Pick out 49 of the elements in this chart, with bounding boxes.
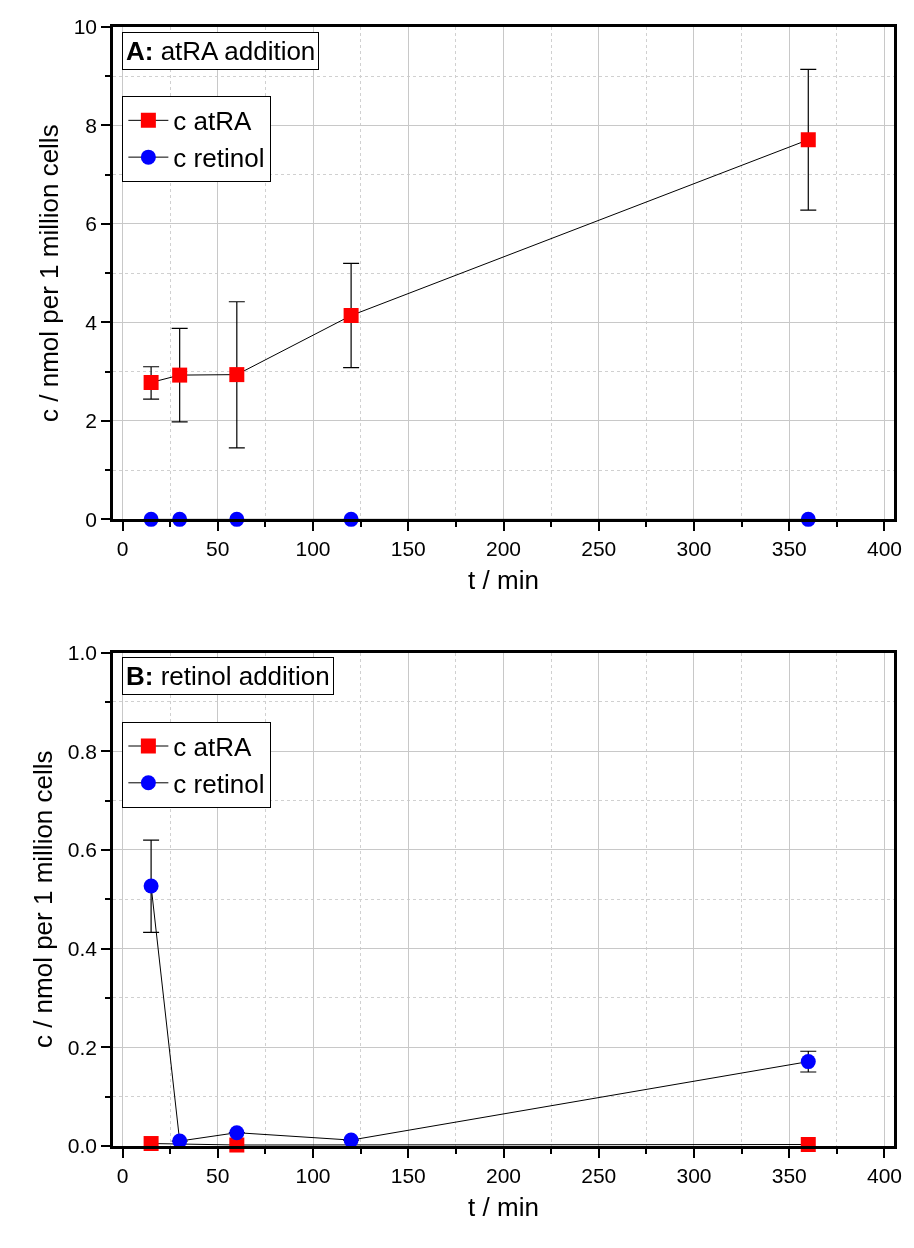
point (800, 1054, 816, 1070)
y-axis-title: c / nmol per 1 million cells (28, 750, 59, 1049)
point (143, 878, 159, 894)
chart-title: B: retinol addition (126, 661, 330, 691)
legend-label: c atRA (173, 732, 253, 763)
y-tick-label: 10 (73, 15, 98, 39)
x-tick-label: 300 (676, 537, 712, 561)
point (343, 308, 359, 324)
x-tick-label: 300 (676, 1163, 712, 1187)
x-tick-label: 350 (771, 1163, 807, 1187)
y-tick-label: 2 (85, 409, 98, 433)
x-tick-label: 0 (116, 537, 129, 561)
y-tick-label: 1.0 (67, 640, 98, 664)
y-tick-label: 8 (85, 113, 98, 137)
y-tick-label: 0.0 (67, 1134, 98, 1158)
x-tick-label: 200 (485, 1163, 522, 1187)
x-tick-label: 250 (581, 1163, 617, 1187)
point (229, 367, 245, 383)
x-tick-label: 150 (390, 1163, 426, 1187)
x-tick-label: 50 (206, 537, 230, 561)
y-tick-label: 4 (85, 310, 98, 334)
y-tick-label: 0.8 (67, 739, 98, 763)
y-tick-label: 0.2 (67, 1035, 98, 1059)
x-axis-title: t / min (468, 1191, 539, 1222)
legend-label: c retinol (173, 768, 265, 799)
x-tick-label: 400 (866, 1163, 902, 1187)
chart-title: A: atRA addition (126, 36, 316, 66)
legend-label: c atRA (173, 106, 253, 137)
x-tick-label: 350 (771, 537, 807, 561)
y-axis-title: c / nmol per 1 million cells (34, 124, 65, 423)
y-tick-label: 0.6 (67, 838, 98, 862)
legend-label: c retinol (173, 143, 265, 174)
y-tick-label: 0.4 (67, 936, 98, 960)
point (343, 1132, 359, 1148)
x-axis-title: t / min (468, 565, 539, 596)
y-tick-label: 0 (85, 507, 98, 531)
point (229, 1125, 245, 1141)
x-tick-label: 150 (390, 537, 426, 561)
point (800, 132, 816, 148)
x-tick-label: 50 (206, 1163, 230, 1187)
x-tick-label: 0 (116, 1163, 129, 1187)
x-tick-label: 250 (581, 537, 617, 561)
y-tick-label: 6 (85, 212, 98, 236)
x-tick-label: 400 (866, 537, 902, 561)
x-tick-label: 200 (485, 537, 522, 561)
x-tick-label: 100 (295, 1163, 331, 1187)
point (143, 374, 159, 390)
x-tick-label: 100 (295, 537, 331, 561)
point (172, 367, 188, 383)
